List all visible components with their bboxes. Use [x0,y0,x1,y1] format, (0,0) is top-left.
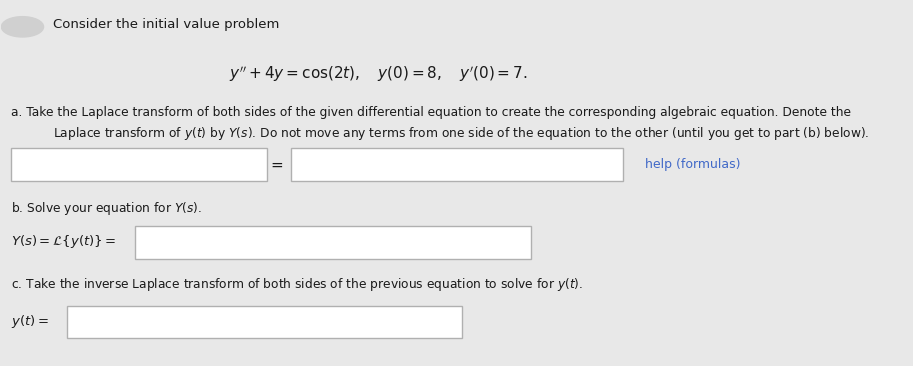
FancyBboxPatch shape [11,149,268,181]
Circle shape [2,16,44,37]
Text: $y'' + 4y = \cos(2t), \quad y(0) = 8, \quad y'(0) = 7.$: $y'' + 4y = \cos(2t), \quad y(0) = 8, \q… [228,64,528,84]
FancyBboxPatch shape [291,149,623,181]
Text: Consider the initial value problem: Consider the initial value problem [53,19,279,31]
Text: Laplace transform of $y(t)$ by $Y(s)$. Do not move any terms from one side of th: Laplace transform of $y(t)$ by $Y(s)$. D… [53,126,869,142]
Text: a. Take the Laplace transform of both sides of the given differential equation t: a. Take the Laplace transform of both si… [11,106,851,119]
Text: help (formulas): help (formulas) [645,158,741,171]
Text: $=$: $=$ [268,158,284,172]
FancyBboxPatch shape [67,306,462,339]
Text: b. Solve your equation for $Y(s)$.: b. Solve your equation for $Y(s)$. [11,200,202,217]
Text: $y(t) = $: $y(t) = $ [11,313,49,329]
FancyBboxPatch shape [135,226,531,258]
Text: c. Take the inverse Laplace transform of both sides of the previous equation to : c. Take the inverse Laplace transform of… [11,276,583,293]
Text: $Y(s) = \mathcal{L}\{y(t)\} = $: $Y(s) = \mathcal{L}\{y(t)\} = $ [11,233,116,250]
